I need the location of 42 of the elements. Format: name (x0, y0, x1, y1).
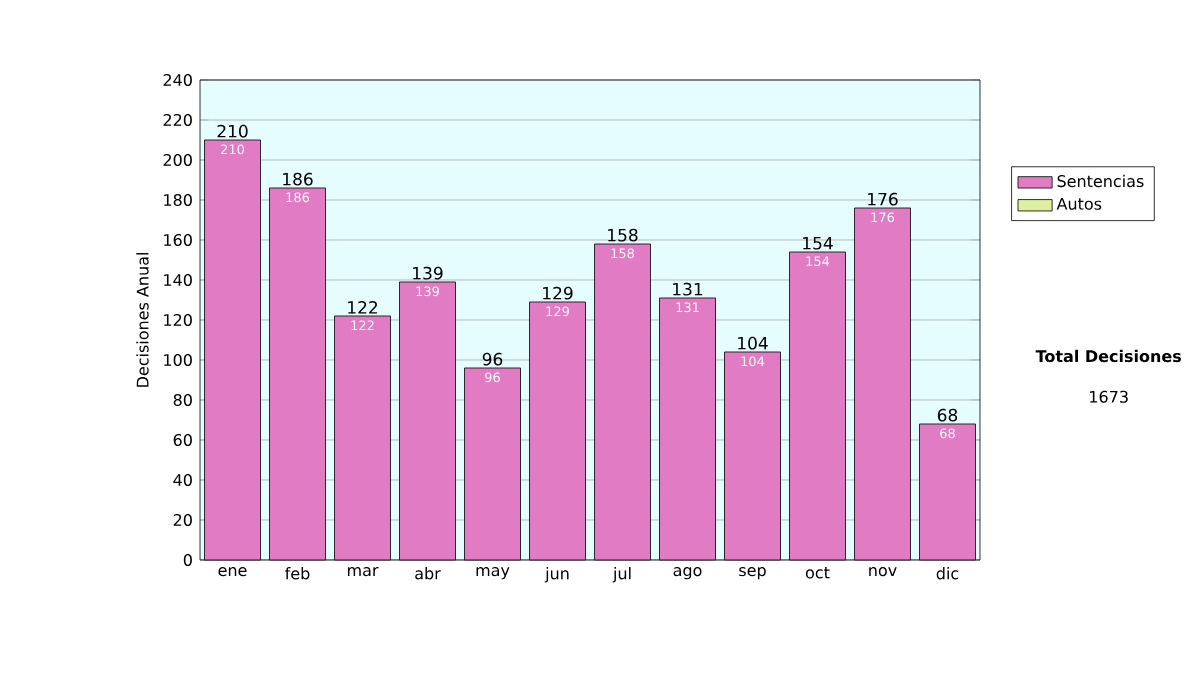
text: Total Decisiones (1035, 349, 1181, 363)
y-tick-label: 0 (183, 553, 192, 567)
x-tick-label: ago (673, 567, 702, 580)
y-tick-label: 180 (164, 193, 192, 207)
total-label: 122 (348, 300, 378, 314)
total-label: 96 (482, 352, 503, 366)
y-tick-label: 100 (164, 353, 192, 367)
total-label: 68 (937, 408, 958, 422)
y-tick-label: 60 (173, 433, 192, 447)
x-tick-label: nov (869, 567, 897, 577)
x-tick-label: oct (805, 567, 830, 579)
y-tick-label: 120 (164, 313, 192, 327)
x-tick-label: feb (285, 567, 310, 580)
y-tick-label: 140 (164, 273, 192, 287)
y-axis-title: Decisiones Anual (136, 253, 149, 387)
total-label: 131 (673, 282, 703, 296)
total-label: 129 (543, 286, 573, 300)
x-tick-label: abr (415, 567, 441, 580)
y-tick-label: 240 (163, 73, 192, 87)
y-tick-label: 160 (164, 233, 192, 247)
total-label: 210 (217, 124, 248, 138)
legend-label: Autos (1056, 197, 1102, 210)
x-tick-label: ene (218, 567, 247, 577)
total-label: 104 (738, 336, 768, 350)
total-label: 154 (803, 236, 833, 250)
y-tick-label: 80 (173, 393, 192, 407)
y-tick-label: 40 (173, 473, 192, 487)
total-label: 158 (608, 228, 638, 242)
x-tick-label: may (476, 567, 510, 580)
x-tick-label: dic (936, 567, 959, 580)
total-label: 139 (413, 266, 443, 280)
x-tick-label: jul (612, 567, 631, 583)
y-tick-label: 220 (163, 113, 192, 127)
x-tick-label: jun (544, 567, 569, 583)
legend-label: Sentencias (1057, 174, 1144, 188)
text: 1673 (1090, 390, 1128, 403)
total-label: 186 (283, 172, 313, 186)
total-label: 176 (868, 192, 898, 206)
x-tick-label: sep (739, 567, 766, 580)
x-tick-label: mar (347, 567, 379, 577)
y-tick-label: 200 (163, 153, 192, 167)
y-tick-label: 20 (173, 513, 192, 527)
